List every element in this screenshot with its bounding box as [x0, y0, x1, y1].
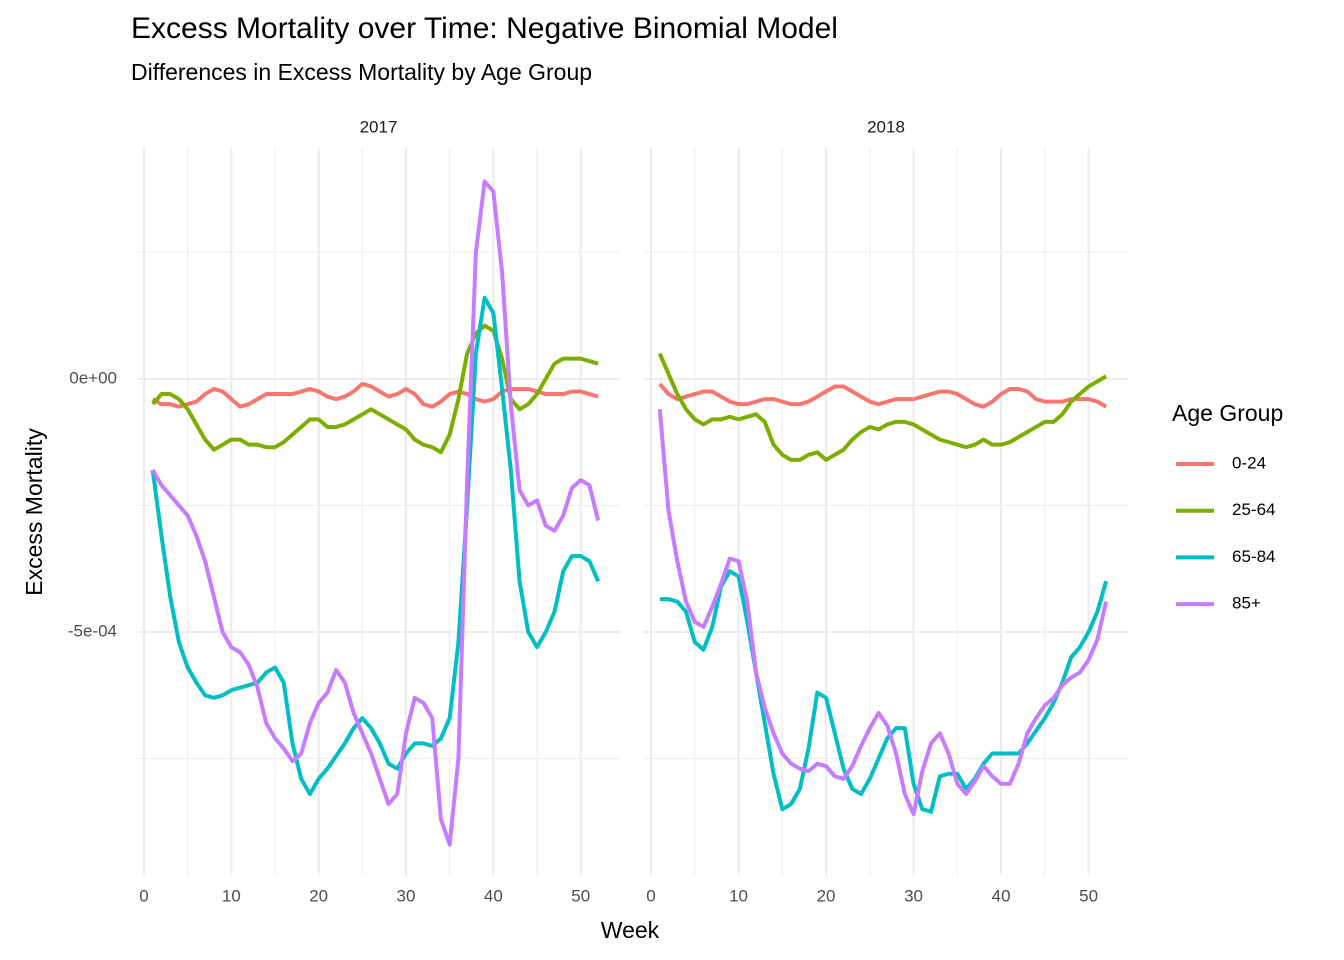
- data-line: [151, 381, 599, 409]
- data-line: [657, 409, 1109, 817]
- chart-title: Excess Mortality over Time: Negative Bin…: [131, 12, 838, 45]
- legend-label: 85+: [1232, 594, 1261, 613]
- x-tick-label: 50: [571, 886, 590, 905]
- facet-label: 2018: [867, 117, 905, 136]
- y-axis-title: Excess Mortality: [21, 428, 47, 596]
- x-tick-label: 10: [729, 886, 748, 905]
- data-line: [659, 569, 1109, 814]
- legend-label: 25-64: [1232, 500, 1275, 519]
- x-tick-label: 30: [397, 886, 416, 905]
- x-tick-label: 40: [992, 886, 1011, 905]
- data-line: [150, 295, 600, 796]
- x-tick-label: 10: [222, 886, 241, 905]
- legend-label: 0-24: [1232, 453, 1266, 472]
- data-line: [150, 179, 601, 847]
- x-tick-label: 20: [309, 886, 328, 905]
- x-tick-label: 40: [484, 886, 503, 905]
- x-tick-label: 20: [817, 886, 836, 905]
- facet-label: 2017: [360, 117, 398, 136]
- x-axis-title: Week: [601, 917, 660, 943]
- y-tick-label: -5e-04: [68, 621, 117, 640]
- legend-title: Age Group: [1172, 400, 1283, 426]
- data-line: [658, 382, 1108, 409]
- data-line: [657, 352, 1108, 462]
- chart-subtitle: Differences in Excess Mortality by Age G…: [131, 59, 592, 85]
- data-line: [151, 323, 599, 455]
- x-tick-label: 30: [904, 886, 923, 905]
- x-tick-label: 0: [646, 886, 655, 905]
- x-tick-label: 0: [139, 886, 148, 905]
- legend-label: 65-84: [1232, 547, 1275, 566]
- y-tick-label: 0e+00: [69, 368, 117, 387]
- x-tick-label: 50: [1079, 886, 1098, 905]
